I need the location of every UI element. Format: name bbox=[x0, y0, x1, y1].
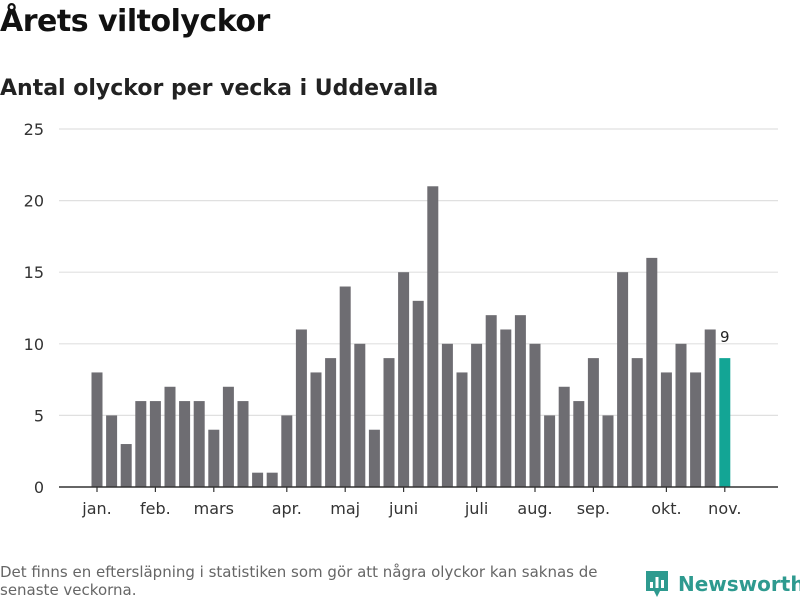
bar bbox=[500, 329, 512, 487]
bar bbox=[427, 186, 439, 487]
bar bbox=[164, 386, 176, 487]
bar bbox=[91, 372, 103, 487]
newsworthy-logo-icon bbox=[646, 571, 668, 597]
bar bbox=[222, 386, 234, 487]
bar bbox=[412, 300, 424, 487]
bar bbox=[573, 401, 585, 487]
bar bbox=[135, 401, 147, 487]
brand-logo: Newsworthy bbox=[644, 569, 800, 599]
bar bbox=[602, 415, 614, 487]
bar bbox=[471, 343, 483, 487]
chart-title: Årets viltolyckor bbox=[0, 4, 270, 39]
bar-latest-week bbox=[719, 358, 731, 487]
bar bbox=[675, 343, 687, 487]
bar bbox=[558, 386, 570, 487]
bar bbox=[252, 472, 264, 487]
y-tick-label: 25 bbox=[24, 120, 44, 139]
x-tick-label: juni bbox=[388, 499, 418, 518]
bar bbox=[631, 358, 643, 487]
axes: 0 5 10 15 20 25 jan. feb. mars apr. maj juni juli aug… bbox=[24, 120, 778, 518]
bar bbox=[485, 315, 497, 487]
x-tick-label: aug. bbox=[517, 499, 552, 518]
data-label-latest: 9 bbox=[720, 328, 730, 346]
bar bbox=[310, 372, 322, 487]
x-tick-label: maj bbox=[330, 499, 360, 518]
bar bbox=[281, 415, 293, 487]
bar bbox=[617, 272, 629, 487]
x-tick-label: apr. bbox=[272, 499, 302, 518]
bar bbox=[383, 358, 395, 487]
bar bbox=[544, 415, 556, 487]
bar bbox=[120, 444, 132, 487]
gridlines bbox=[59, 128, 778, 416]
bar bbox=[514, 315, 526, 487]
x-tick-label: feb. bbox=[140, 499, 171, 518]
bar bbox=[704, 329, 716, 487]
bar bbox=[646, 257, 658, 487]
brand-name: Newsworthy bbox=[678, 572, 800, 596]
bar bbox=[368, 429, 380, 487]
bars: 9 bbox=[91, 186, 731, 487]
bar bbox=[237, 401, 249, 487]
bar bbox=[690, 372, 702, 487]
x-tick-label: sep. bbox=[577, 499, 610, 518]
y-tick-label: 5 bbox=[34, 406, 44, 425]
y-tick-label: 15 bbox=[24, 263, 44, 282]
y-tick-label: 20 bbox=[24, 192, 44, 211]
bar bbox=[398, 272, 410, 487]
bar bbox=[587, 358, 599, 487]
bar bbox=[339, 286, 351, 487]
bar bbox=[149, 401, 161, 487]
footnote: Det finns en eftersläpning i statistiken… bbox=[0, 563, 598, 599]
x-tick-label: mars bbox=[194, 499, 234, 518]
bar bbox=[295, 329, 307, 487]
x-tick-label: okt. bbox=[651, 499, 681, 518]
chart-subtitle: Antal olyckor per vecka i Uddevalla bbox=[0, 76, 439, 101]
x-tick-label: jan. bbox=[81, 499, 111, 518]
bar-chart: 9 0 5 10 15 20 25 jan. feb. mars apr. maj juni juli a… bbox=[24, 120, 778, 518]
bar bbox=[179, 401, 191, 487]
bar bbox=[354, 343, 366, 487]
bar bbox=[660, 372, 672, 487]
y-tick-label: 0 bbox=[34, 478, 44, 497]
bar bbox=[441, 343, 453, 487]
bar bbox=[208, 429, 220, 487]
bar bbox=[266, 472, 278, 487]
x-tick-label: nov. bbox=[708, 499, 741, 518]
bar bbox=[456, 372, 468, 487]
bar bbox=[193, 401, 205, 487]
bar bbox=[529, 343, 541, 487]
bar bbox=[325, 358, 337, 487]
x-tick-label: juli bbox=[464, 499, 488, 518]
y-tick-label: 10 bbox=[24, 335, 44, 354]
bar bbox=[106, 415, 118, 487]
